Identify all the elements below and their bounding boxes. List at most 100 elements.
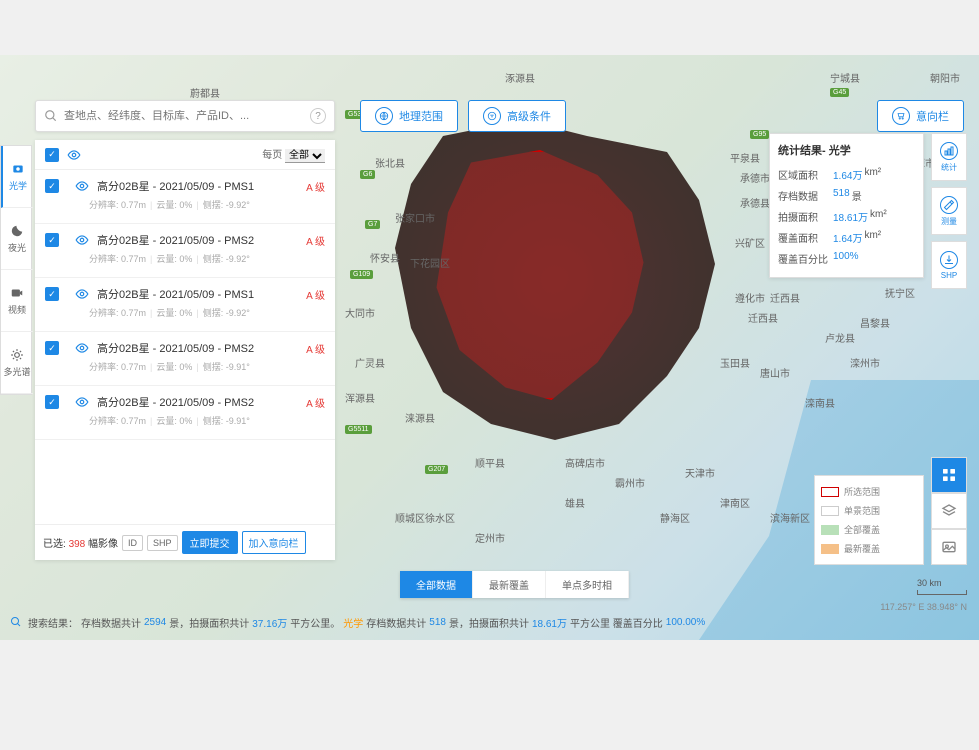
stat-value: 18.61万 xyxy=(833,209,868,224)
map-place-label: 滦州市 xyxy=(850,355,880,370)
map-place-label: 朝阳市 xyxy=(930,70,960,85)
category-tab-2[interactable]: 视频 xyxy=(1,270,33,332)
search-input[interactable] xyxy=(64,110,310,122)
visibility-icon[interactable] xyxy=(75,179,89,193)
data-mode-tab[interactable]: 最新覆盖 xyxy=(473,571,546,598)
map-place-label: 玉田县 xyxy=(720,355,750,370)
map-place-label: 涿源县 xyxy=(505,70,535,85)
image-button[interactable] xyxy=(931,529,967,565)
legend-label: 全部覆盖 xyxy=(844,523,880,536)
category-tab-3[interactable]: 多光谱 xyxy=(1,332,33,394)
stat-unit: km² xyxy=(870,209,887,224)
per-page-select[interactable]: 全部 xyxy=(285,149,325,163)
result-item[interactable]: 高分02B星 - 2021/05/09 - PMS2 A 级分辨率: 0.77m|… xyxy=(35,224,335,278)
highway-marker: G45 xyxy=(830,88,849,97)
legend-row: 所选范围 xyxy=(821,482,917,501)
item-checkbox[interactable] xyxy=(45,233,59,247)
highway-marker: G5511 xyxy=(345,425,372,434)
stat-row: 存档数据518景 xyxy=(778,185,915,206)
category-tab-1[interactable]: 夜光 xyxy=(1,208,33,270)
legend-panel: 所选范围单景范围全部覆盖最新覆盖 xyxy=(814,475,924,565)
submit-button[interactable]: 立即提交 xyxy=(182,531,238,554)
tab-label: 夜光 xyxy=(8,241,26,254)
result-item[interactable]: 高分02B星 - 2021/05/09 - PMS1A 级分辨率: 0.77m|… xyxy=(35,170,335,224)
visibility-icon[interactable] xyxy=(75,395,89,409)
stat-key: 区域面积 xyxy=(778,167,833,182)
map-place-label: 唐山市 xyxy=(760,365,790,380)
tab-label: 视频 xyxy=(8,303,26,316)
map-place-label: 顺平县 xyxy=(475,455,505,470)
geo-range-label: 地理范围 xyxy=(399,108,443,124)
item-grade: A 级 xyxy=(306,233,325,248)
result-item[interactable]: 高分02B星 - 2021/05/09 - PMS2A 级分辨率: 0.77m|… xyxy=(35,332,335,386)
item-title: 高分02B星 - 2021/05/09 - PMS2 xyxy=(97,232,298,248)
export-shp-button[interactable]: SHP xyxy=(147,535,178,551)
select-all-checkbox[interactable] xyxy=(45,148,59,162)
item-checkbox[interactable] xyxy=(45,179,59,193)
results-footer: 已选: 398 幅影像 ID SHP 立即提交 加入意向栏 xyxy=(35,524,335,560)
map-place-label: 大同市 xyxy=(345,305,375,320)
data-mode-tab[interactable]: 单点多时相 xyxy=(546,571,629,598)
map-place-label: 承德县 xyxy=(740,195,770,210)
result-item[interactable]: 高分02B星 - 2021/05/09 - PMS1A 级分辨率: 0.77m|… xyxy=(35,278,335,332)
item-checkbox[interactable] xyxy=(45,395,59,409)
stat-value: 518 xyxy=(833,188,850,203)
per-page-control: 每页 全部 xyxy=(262,146,325,163)
intent-bar-label: 意向栏 xyxy=(916,108,949,124)
visibility-icon[interactable] xyxy=(75,341,89,355)
stat-value: 100% xyxy=(833,251,859,266)
category-tabs: 光学夜光视频多光谱 xyxy=(0,145,32,395)
legend-label: 所选范围 xyxy=(844,485,880,498)
data-mode-tab[interactable]: 全部数据 xyxy=(400,571,473,598)
highway-marker: G6 xyxy=(360,170,375,179)
layers-button[interactable] xyxy=(931,493,967,529)
stat-row: 覆盖百分比100% xyxy=(778,248,915,269)
tab-icon xyxy=(10,286,24,300)
legend-row: 最新覆盖 xyxy=(821,539,917,558)
map-tool-SHP[interactable]: SHP xyxy=(931,241,967,289)
export-id-button[interactable]: ID xyxy=(122,535,143,551)
stat-row: 拍摄面积18.61万km² xyxy=(778,206,915,227)
category-tab-0[interactable]: 光学 xyxy=(1,146,33,208)
search-bar: ? xyxy=(35,100,335,132)
map-place-label: 浑源县 xyxy=(345,390,375,405)
globe-icon xyxy=(375,107,393,125)
data-mode-tabs: 全部数据最新覆盖单点多时相 xyxy=(400,571,629,598)
map-place-label: 高碑店市 xyxy=(565,455,605,470)
map-tool-测量[interactable]: 测量 xyxy=(931,187,967,235)
map-layer-controls xyxy=(931,457,967,565)
highway-marker: G109 xyxy=(350,270,373,279)
stat-key: 覆盖百分比 xyxy=(778,251,833,266)
add-to-intent-button[interactable]: 加入意向栏 xyxy=(242,531,306,554)
intent-bar-button[interactable]: 意向栏 xyxy=(877,100,964,132)
advanced-filter-button[interactable]: 高级条件 xyxy=(468,100,566,132)
item-title: 高分02B星 - 2021/05/09 - PMS2 xyxy=(97,394,298,410)
map-place-label: 兴矿区 xyxy=(735,235,765,250)
grid-view-button[interactable] xyxy=(931,457,967,493)
map-tool-统计[interactable]: 统计 xyxy=(931,133,967,181)
item-checkbox[interactable] xyxy=(45,287,59,301)
status-bar: 搜索结果： 存档数据共计 2594 景，拍摄面积共计 37.16万 平方公里。 … xyxy=(0,612,979,632)
item-meta: 分辨率: 0.77m|云量: 0%|侧摆: -9.92° xyxy=(45,252,325,265)
help-icon[interactable]: ? xyxy=(310,108,326,124)
map-place-label: 平泉县 xyxy=(730,150,760,165)
cart-icon xyxy=(892,107,910,125)
map-place-label: 卢龙县 xyxy=(825,330,855,345)
geo-range-button[interactable]: 地理范围 xyxy=(360,100,458,132)
stats-panel: 统计结果- 光学 区域面积1.64万km²存档数据518景拍摄面积18.61万k… xyxy=(769,133,924,278)
item-title: 高分02B星 - 2021/05/09 - PMS2 xyxy=(97,340,298,356)
map-place-label: 滦南县 xyxy=(805,395,835,410)
map-place-label: 怀安县 xyxy=(370,250,400,265)
stat-value: 1.64万 xyxy=(833,230,862,245)
map-place-label: 雄县 xyxy=(565,495,585,510)
item-checkbox[interactable] xyxy=(45,341,59,355)
visibility-icon[interactable] xyxy=(75,287,89,301)
map-place-label: 定州市 xyxy=(475,530,505,545)
visibility-all-icon[interactable] xyxy=(67,148,81,162)
tool-icon xyxy=(940,196,958,214)
tab-icon xyxy=(11,162,25,176)
map-place-label: 顺城区 xyxy=(395,510,425,525)
visibility-icon[interactable] xyxy=(75,233,89,247)
map-place-label: 蔚都县 xyxy=(190,85,220,100)
result-item[interactable]: 高分02B星 - 2021/05/09 - PMS2A 级分辨率: 0.77m|… xyxy=(35,386,335,440)
